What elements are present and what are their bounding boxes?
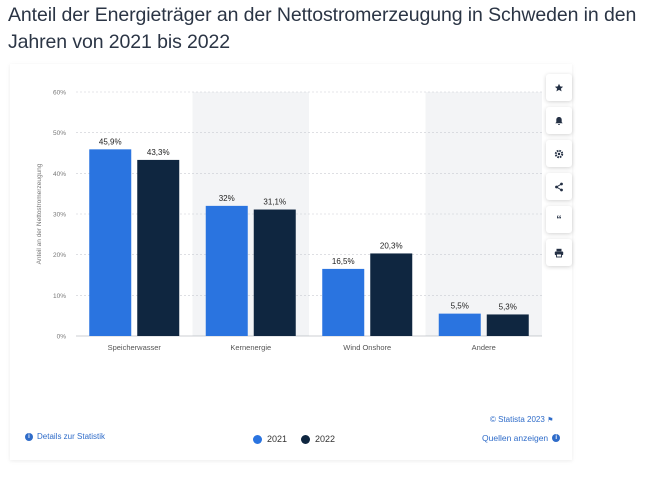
details-label: Details zur Statistik bbox=[37, 432, 106, 441]
bar-2021-0 bbox=[89, 149, 132, 336]
data-label: 5,5% bbox=[451, 302, 469, 311]
y-axis-title: Anteil an der Nettostromerzeugung bbox=[36, 163, 43, 264]
quote-icon: “ bbox=[556, 213, 562, 226]
copyright-link[interactable]: © Statista 2023 ⚑ bbox=[490, 415, 553, 424]
bar-2021-3 bbox=[438, 313, 481, 336]
gear-icon bbox=[554, 149, 564, 158]
share-icon bbox=[555, 182, 563, 191]
cite-button[interactable]: “ bbox=[546, 206, 572, 233]
x-tick-label: Wind Onshore bbox=[343, 343, 391, 352]
legend-label-2022: 2022 bbox=[315, 434, 336, 444]
bar-2022-0 bbox=[137, 159, 180, 336]
y-tick-label: 60% bbox=[53, 90, 66, 97]
share-button[interactable] bbox=[546, 173, 572, 200]
bar-2021-2 bbox=[322, 268, 365, 336]
legend-item-2021[interactable]: 2021 bbox=[253, 434, 287, 444]
data-label: 31,1% bbox=[263, 198, 286, 207]
settings-button[interactable] bbox=[546, 140, 572, 167]
data-label: 45,9% bbox=[99, 137, 122, 146]
data-label: 20,3% bbox=[380, 241, 403, 250]
y-tick-label: 0% bbox=[57, 334, 67, 341]
sources-link[interactable]: Quellen anzeigen i bbox=[482, 433, 561, 443]
y-tick-label: 40% bbox=[53, 171, 66, 178]
data-label: 32% bbox=[219, 194, 235, 203]
notification-button[interactable] bbox=[546, 107, 572, 134]
chart-card: 0% 10% 20% 30% 40% 50% 60% Anteil an der Nettos… bbox=[10, 64, 572, 460]
y-tick-label: 10% bbox=[53, 293, 66, 300]
data-label: 5,3% bbox=[499, 302, 517, 311]
flag-icon: ⚑ bbox=[547, 417, 554, 424]
copyright-text: © Statista 2023 bbox=[490, 415, 545, 424]
bar-2022-2 bbox=[370, 253, 413, 336]
y-tick-label: 50% bbox=[53, 130, 66, 137]
page-title: Anteil der Energieträger an der Nettostr… bbox=[8, 4, 637, 53]
print-icon bbox=[554, 248, 564, 257]
x-tick-label: Kernenergie bbox=[230, 343, 271, 352]
y-tick-label: 20% bbox=[53, 252, 66, 259]
y-tick-label: 30% bbox=[53, 212, 66, 219]
x-tick-label: Speicherwasser bbox=[108, 343, 162, 352]
legend-dot-2022 bbox=[301, 434, 311, 444]
bar-2022-1 bbox=[253, 209, 296, 336]
bar-2022-3 bbox=[486, 314, 529, 336]
data-label: 16,5% bbox=[332, 257, 355, 266]
chart-toolbar: “ bbox=[546, 74, 572, 266]
star-icon bbox=[554, 83, 564, 91]
details-link[interactable]: i Details zur Statistik bbox=[25, 432, 105, 441]
bell-icon bbox=[555, 116, 563, 125]
legend-dot-2021 bbox=[253, 434, 262, 444]
favorite-button[interactable] bbox=[546, 74, 572, 101]
info-icon: i bbox=[25, 432, 33, 441]
print-button[interactable] bbox=[546, 239, 572, 266]
bar-chart: 0% 10% 20% 30% 40% 50% 60% Anteil an der Nettos… bbox=[36, 90, 542, 352]
legend-item-2022[interactable]: 2022 bbox=[301, 434, 335, 444]
chart-legend: 2021 2022 bbox=[253, 434, 335, 444]
legend-label-2021: 2021 bbox=[267, 434, 288, 444]
bar-2021-1 bbox=[205, 205, 248, 336]
x-tick-label: Andere bbox=[472, 343, 496, 352]
sources-info-icon: i bbox=[552, 434, 561, 442]
data-label: 43,3% bbox=[147, 148, 170, 157]
sources-label: Quellen anzeigen bbox=[482, 433, 549, 443]
